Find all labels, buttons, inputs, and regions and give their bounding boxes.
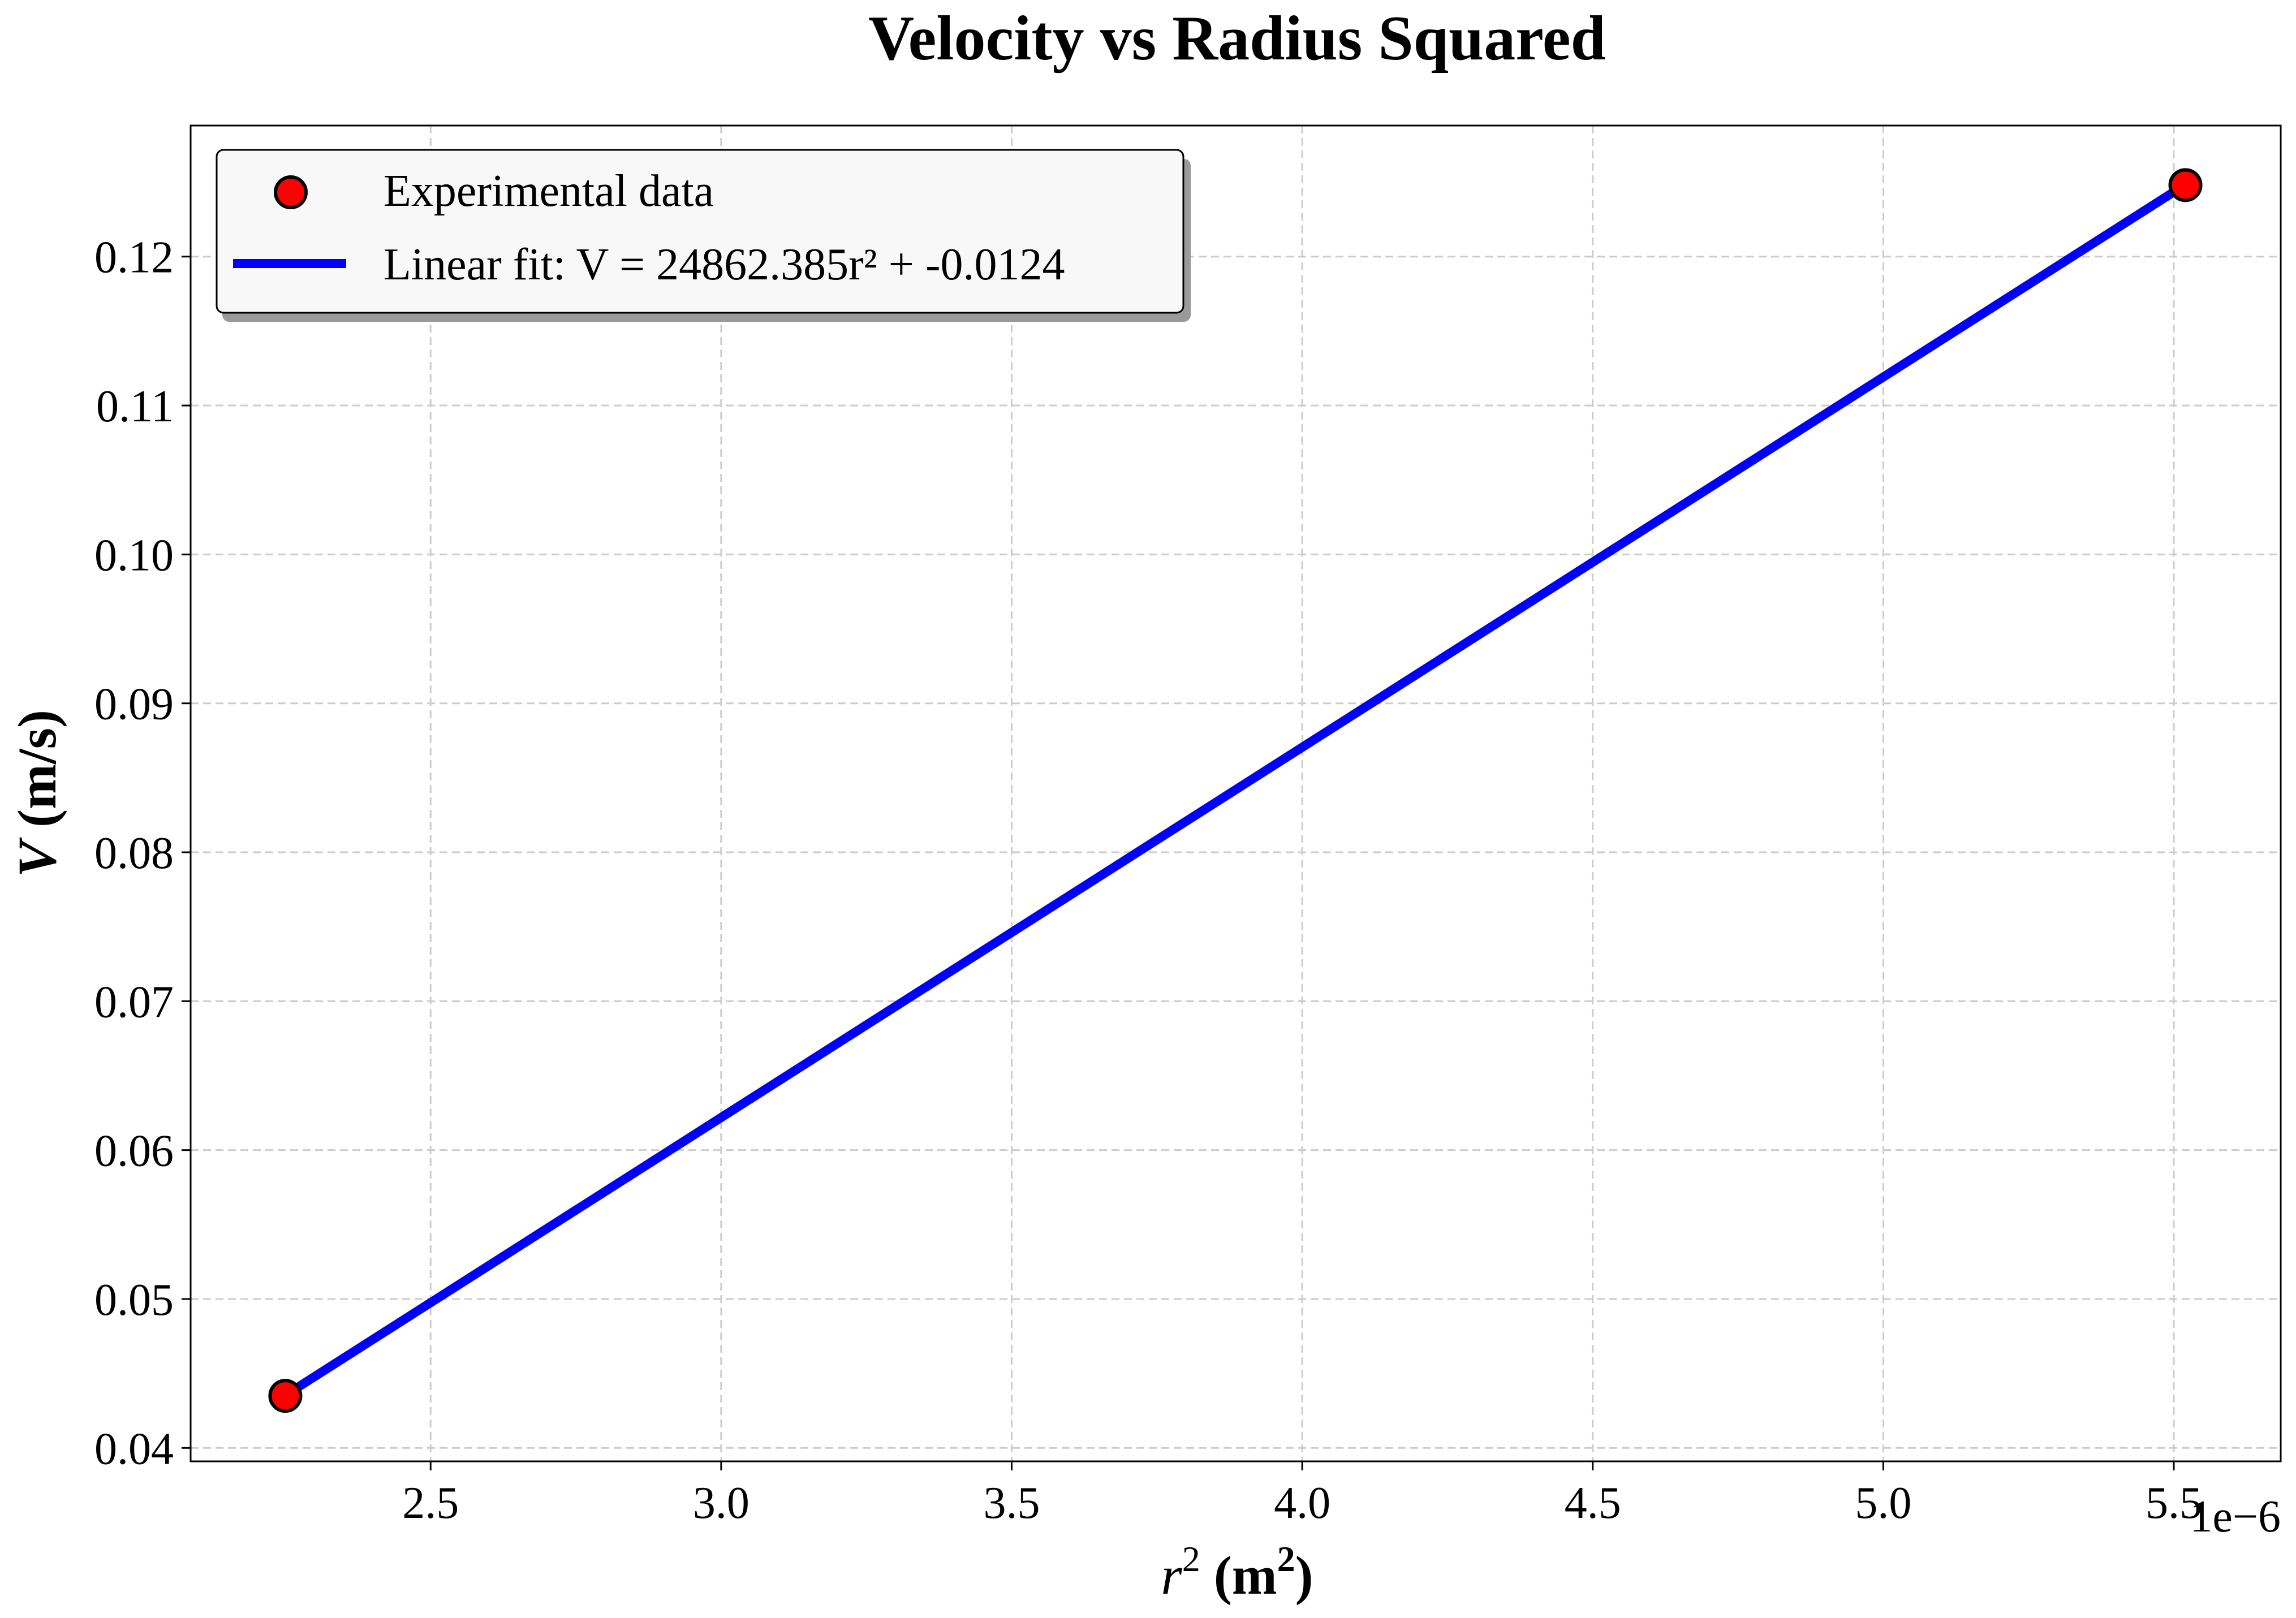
x-tick-label: 5.5 (2146, 1478, 2202, 1528)
x-tick-label: 2.5 (402, 1478, 459, 1528)
y-tick-label: 0.09 (94, 680, 174, 730)
x-tick-label: 3.5 (983, 1478, 1040, 1528)
legend-label-fit: Linear fit: V = 24862.385r² + -0.0124 (384, 240, 1065, 290)
x-axis-offset-text: 1e−6 (2190, 1492, 2281, 1542)
x-axis-label-var-exp: 2 (1182, 1539, 1200, 1579)
x-tick-label: 4.0 (1274, 1478, 1330, 1528)
y-tick-label: 0.11 (96, 382, 174, 432)
x-axis-label-unit: m (1232, 1545, 1277, 1606)
plot-frame (189, 124, 2282, 1462)
y-tick-label: 0.12 (94, 233, 174, 283)
chart-title: Velocity vs Radius Squared (868, 3, 1606, 74)
legend: Experimental data Linear fit: V = 24862.… (216, 149, 1191, 322)
y-tick-label: 0.06 (94, 1127, 174, 1176)
x-axis-label-var: r (1161, 1545, 1182, 1606)
x-axis-label: r2 (m2) (1161, 1539, 1313, 1606)
y-tick-label: 0.07 (94, 977, 174, 1027)
legend-label-experimental: Experimental data (384, 166, 714, 216)
markers (268, 168, 2203, 1413)
data-point (2168, 168, 2203, 202)
y-tick-label: 0.04 (94, 1424, 174, 1474)
legend-box (216, 149, 1184, 314)
y-axis-label-unit: (m/s) (7, 710, 67, 827)
y-axis-label: V (m/s) (7, 710, 67, 877)
y-tick-label: 0.10 (94, 530, 174, 580)
x-tick-label: 4.5 (1565, 1478, 1621, 1528)
data-point (268, 1379, 303, 1413)
y-axis-label-var: V (7, 837, 67, 877)
y-axis-ticks: 0.04 0.05 0.06 0.07 0.08 0.09 0.10 0.11 0.12 (94, 233, 191, 1474)
x-axis-ticks: 2.5 3.0 3.5 4.0 4.5 5.0 5.5 (402, 1461, 2202, 1528)
grid (191, 126, 2281, 1461)
series (283, 180, 2188, 1399)
fit-line (283, 180, 2188, 1399)
x-axis-label-unit-exp: 2 (1277, 1539, 1295, 1579)
y-tick-label: 0.05 (94, 1275, 174, 1325)
x-tick-label: 5.0 (1855, 1478, 1911, 1528)
x-tick-label: 3.0 (693, 1478, 749, 1528)
legend-marker-experimental (274, 175, 308, 209)
y-tick-label: 0.08 (94, 829, 174, 878)
